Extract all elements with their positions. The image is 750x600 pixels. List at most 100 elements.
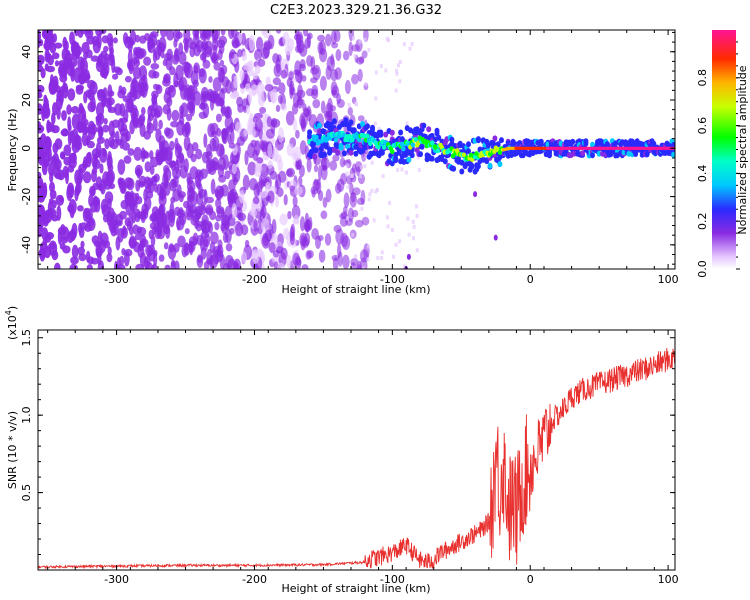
spectrogram-noise-cell	[61, 128, 69, 137]
colorbar-label: Normalized spectral amplitude	[736, 65, 749, 234]
spectrogram-noise-cell	[108, 90, 115, 97]
snr-multiplier-close: )	[6, 306, 19, 310]
x-tick-label: -100	[380, 273, 405, 286]
spectrogram-noise-cell	[342, 254, 350, 269]
spectrogram-noise-cell	[231, 39, 240, 49]
spectrogram-noise-cell	[279, 213, 288, 226]
spectrogram-noise-cell	[122, 142, 130, 151]
spectrogram-noise-cell	[132, 66, 142, 80]
spectrogram-faint-cell	[416, 155, 420, 160]
spectrogram-noise-cell	[248, 112, 254, 128]
spectrogram-noise-cell	[269, 170, 278, 180]
spectrogram-noise-cell	[301, 264, 309, 269]
snr-frame	[37, 329, 676, 571]
spectrogram-noise-cell	[178, 51, 187, 65]
spectrogram-noise-cell	[88, 194, 94, 207]
spectrogram-noise-cell	[264, 84, 274, 92]
spectrogram-noise-cell	[187, 176, 194, 185]
spectrogram-track-halo	[570, 138, 576, 145]
spectrogram-noise-cell	[102, 124, 110, 133]
spectrogram-noise-cell	[56, 205, 62, 221]
colorbar-tick-label: 0.6	[696, 117, 709, 135]
spectrogram-noise-cell	[354, 219, 364, 228]
spectrogram-noise-cell	[188, 184, 194, 198]
spectrogram-faint-cell	[376, 256, 380, 261]
spectrogram-noise-cell	[51, 52, 60, 60]
spectrogram-noise-cell	[75, 85, 84, 95]
spectrogram-noise-cell	[88, 219, 94, 227]
spectrogram-noise-cell	[38, 120, 42, 130]
spectrogram-noise-cell	[246, 60, 255, 71]
spectrogram-noise-cell	[54, 158, 62, 171]
spectrogram-noise-cell	[245, 104, 250, 115]
spectrogram-noise-cell	[257, 93, 265, 107]
spectrogram-noise-cell	[158, 254, 165, 262]
spectrogram-noise-cell	[330, 53, 335, 66]
snr-x-label: Height of straight line (km)	[281, 582, 430, 595]
spectrogram-noise-cell	[287, 210, 292, 220]
spectrogram-noise-cell	[339, 213, 348, 220]
spectrogram-noise-cell	[254, 64, 261, 75]
spectrogram-noise-cell	[202, 59, 211, 69]
spectrogram-noise-cell	[169, 201, 175, 217]
spectrogram-noise-cell	[214, 221, 220, 231]
spectrogram-noise-cell	[54, 262, 61, 269]
spectrogram-noise-cell	[99, 163, 104, 174]
spectrogram-noise-cell	[52, 102, 58, 116]
spectrogram-faint-cell	[398, 60, 402, 64]
y-tick-label: 1.5	[20, 329, 33, 347]
spectrogram-noise-cell	[67, 88, 76, 101]
spectrogram-faint-cell	[374, 70, 378, 75]
spectrogram-faint-cell	[398, 239, 402, 244]
spectrogram-noise-cell	[293, 118, 298, 132]
spectrogram-noise-cell	[212, 249, 221, 265]
svg-text:(x104): (x104)	[4, 306, 19, 340]
spectrogram-noise-cell	[50, 124, 56, 132]
spectrogram-faint-cell	[403, 264, 407, 269]
spectrogram-noise-cell	[43, 246, 52, 259]
spectrogram-noise-cell	[42, 101, 50, 112]
spectrogram-noise-cell	[190, 85, 198, 95]
spectrogram-noise-cell	[141, 107, 146, 116]
spectrogram-noise-cell	[187, 92, 196, 105]
spectrogram-noise-cell	[181, 123, 189, 137]
spectrogram-noise-cell	[38, 219, 44, 231]
spectrogram-noise-cell	[357, 115, 365, 122]
spectrogram-noise-cell	[209, 255, 214, 269]
spectrogram-noise-cell	[143, 56, 152, 66]
spectrogram-noise-cell	[78, 103, 84, 112]
spectrogram-noise-cell	[56, 106, 61, 120]
spectrogram-noise-cell	[126, 177, 135, 191]
spectrogram-noise-cell	[296, 89, 306, 99]
spectrogram-faint-cell	[377, 127, 381, 131]
spectrogram-noise-cell	[359, 257, 368, 269]
spectrogram-noise-cell	[271, 118, 281, 128]
spectrogram-noise-cell	[84, 30, 94, 39]
spectrogram-noise-cell	[211, 30, 220, 40]
spectrogram-track-halo	[475, 137, 481, 144]
spectrogram-noise-cell	[91, 169, 97, 183]
spectrogram-noise-cell	[166, 107, 172, 121]
spectrogram-noise-cell	[162, 224, 170, 235]
spectrogram-noise-cell	[99, 179, 106, 195]
spectrogram-faint-cell	[352, 36, 355, 41]
spectrogram-track-halo	[497, 161, 503, 168]
spectrogram-faint-cell	[350, 132, 354, 137]
spectrogram-noise-cell	[330, 69, 338, 82]
snr-panel: -300 -200 -100 0 100 0.5 1.0 1.5 Height of str…	[4, 306, 679, 595]
spectrogram-noise-cell	[221, 128, 228, 141]
spectrogram-faint-cell	[402, 42, 406, 47]
spectrogram-track-halo	[307, 129, 313, 136]
spectrogram-noise-cell	[48, 80, 55, 95]
colorbar-tick-label: 0.8	[696, 69, 709, 87]
spectrogram-noise-cell	[45, 232, 55, 240]
spectrogram-noise-cell	[71, 244, 79, 259]
snr-y-label: SNR (10 * v/v)	[6, 411, 19, 489]
spectrogram-track-halo	[389, 129, 395, 136]
spectrogram-noise-cell	[92, 195, 99, 207]
spectrogram-noise-cell	[212, 44, 218, 55]
spectrogram-faint-cell	[351, 173, 354, 178]
spectrogram-noise-cell	[320, 210, 328, 220]
spectrogram-noise-cell	[49, 189, 57, 200]
spectrogram-track-halo	[360, 121, 366, 127]
